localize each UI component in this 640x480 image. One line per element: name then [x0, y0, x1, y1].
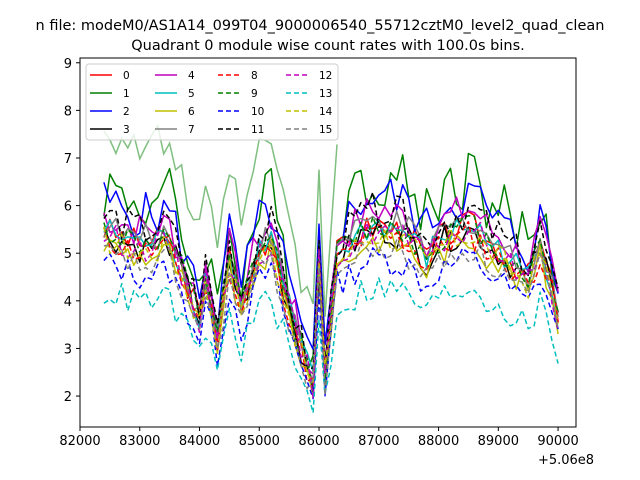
y-tick-label: 7 — [64, 152, 72, 167]
series-layer — [103, 123, 559, 414]
series-line-10 — [103, 247, 559, 400]
y-tick-label: 2 — [64, 390, 72, 405]
legend-label-13: 13 — [319, 88, 332, 100]
y-tick-label: 6 — [64, 200, 72, 215]
series-line-12 — [103, 221, 559, 399]
legend-label-12: 12 — [319, 70, 332, 82]
x-tick-label: 89000 — [478, 434, 519, 449]
y-tick-label: 9 — [64, 57, 72, 72]
series-line-11 — [103, 191, 559, 372]
legend-label-4: 4 — [188, 70, 195, 82]
legend-label-8: 8 — [251, 70, 258, 82]
y-tick-label: 4 — [64, 295, 72, 310]
legend-label-14: 14 — [319, 106, 333, 118]
x-tick-label: 90000 — [537, 434, 578, 449]
x-tick-label: 86000 — [298, 434, 339, 449]
x-tick-label: 88000 — [418, 434, 459, 449]
x-tick-label: 85000 — [239, 434, 280, 449]
y-tick-label: 3 — [64, 342, 72, 357]
legend-label-9: 9 — [251, 88, 258, 100]
x-tick-label: 83000 — [119, 434, 160, 449]
plot-frame — [79, 57, 577, 428]
x-tick-label: 87000 — [358, 434, 399, 449]
legend-label-6: 6 — [188, 106, 195, 118]
x-tick-label: 84000 — [179, 434, 220, 449]
axes-layer: 82000 83000 84000 85000 86000 87000 88000 89000… — [59, 57, 578, 449]
y-tick-label: 8 — [64, 104, 72, 119]
series-line-13 — [103, 277, 559, 414]
series-line-overlay — [103, 123, 338, 317]
x-tick-label: 82000 — [59, 434, 100, 449]
chart-suptitle: n file: modeM0/AS1A14_099T04_9000006540_… — [36, 18, 605, 34]
x-offset-label: +5.06e8 — [538, 453, 594, 468]
legend-label-0: 0 — [123, 70, 130, 82]
legend-label-1: 1 — [123, 88, 130, 100]
legend-label-10: 10 — [251, 106, 264, 118]
legend-label-7: 7 — [188, 124, 195, 136]
legend-label-3: 3 — [123, 124, 130, 136]
legend-box — [85, 63, 339, 141]
legend-label-2: 2 — [123, 106, 130, 118]
legend-label-5: 5 — [188, 88, 195, 100]
y-tick-label: 5 — [64, 247, 72, 262]
legend-label-11: 11 — [251, 124, 264, 136]
legend-label-15: 15 — [319, 124, 332, 136]
chart-title: Quadrant 0 module wise count rates with … — [131, 38, 525, 54]
series-line-8 — [103, 220, 559, 383]
